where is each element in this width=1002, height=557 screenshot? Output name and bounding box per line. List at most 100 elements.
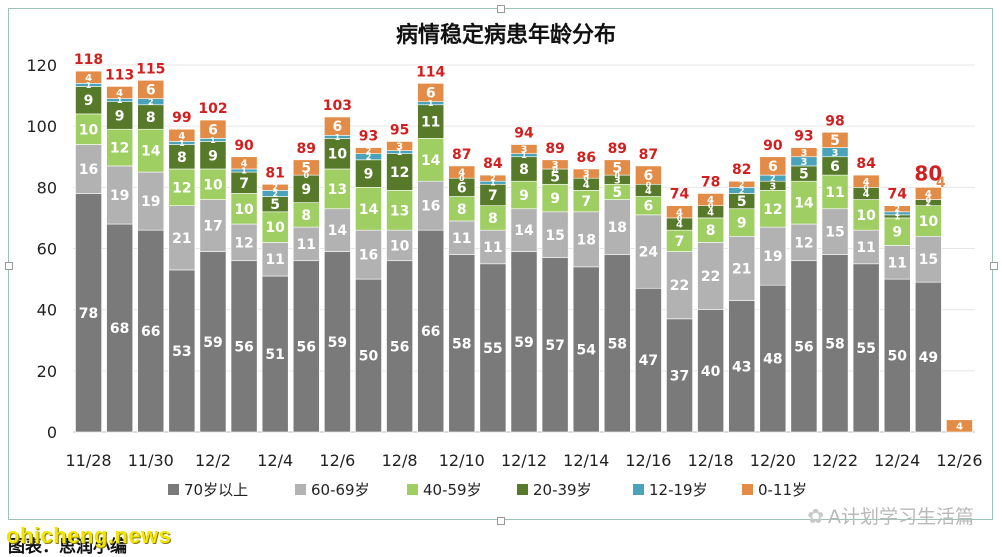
bar-segment [75,86,102,115]
total-label: 114 [416,64,445,80]
segment-label: 12 [234,235,253,251]
segment-label: 2 [490,174,496,183]
bar-segment [230,223,258,262]
segment-label: 14 [141,144,161,160]
segment-label: 9 [737,216,747,232]
x-tick-label: 12/4 [257,451,293,470]
segment-label: 4 [178,131,185,142]
resize-handle-left[interactable] [5,262,13,270]
segment-label: 11 [421,115,440,131]
total-label: 90 [763,138,783,154]
resize-handle-top[interactable] [497,5,505,13]
segment-label: 2 [739,186,745,195]
segment-label: 10 [328,147,348,163]
bar-segment [603,254,631,433]
bar-segment [261,242,289,277]
segment-label: 4 [956,421,963,432]
bar-segment [479,263,507,433]
segment-label: 1 [894,209,900,218]
segment-label: 11 [483,240,502,256]
segment-label: 1 [428,99,434,108]
segment-label: 47 [639,353,658,369]
segment-label: 3 [769,181,776,192]
bar-segment [292,159,320,176]
segment-label: 1 [335,133,341,142]
segment-label: 0 [926,196,932,205]
segment-label: 12 [110,141,129,157]
total-label: 102 [198,101,227,117]
segment-label: 58 [452,336,471,352]
segment-label: 12 [172,180,191,196]
segment-label: 7 [675,234,685,250]
segment-label: 2 [894,205,900,214]
bar-segment [168,168,196,206]
segment-label: 18 [608,220,627,236]
segment-label: 3 [583,169,590,180]
bar-segment [635,214,662,289]
segment-label: 0 [583,174,589,183]
segment-label: 10 [919,214,939,230]
segment-label: 18 [576,232,595,248]
segment-label: 55 [856,341,875,357]
bar-segment [697,193,724,206]
bar-segment [292,174,320,203]
segment-label: 59 [203,335,222,351]
bar-segment [603,159,631,176]
segment-label: 6 [426,86,436,102]
bar-segment [914,281,942,433]
segment-label: 11 [452,231,471,247]
segment-label: 2 [739,180,745,189]
x-tick-label: 12/8 [382,451,418,470]
segment-label: 10 [79,122,99,138]
segment-label: 3 [800,148,807,159]
bar-segment [324,116,351,136]
total-label: 87 [639,147,658,163]
segment-label: 19 [763,249,782,265]
bar-segment [386,190,413,231]
bar-segment [292,226,320,262]
segment-label: 21 [172,231,191,247]
bar-segment [728,300,756,433]
segment-label: 56 [390,339,409,355]
bar-segment [759,156,787,176]
bar-segment [199,141,227,170]
x-tick-label: 12/18 [688,451,734,470]
segment-label: 1 [490,179,496,188]
bar-segment [852,229,880,265]
bar-segment [261,183,289,191]
segment-label: 37 [670,368,689,384]
segment-label: 14 [514,223,534,239]
resize-handle-bottom[interactable] [497,517,505,525]
bar-segment [479,174,507,182]
legend-swatch [295,484,306,495]
bars [75,70,973,433]
bar-segment [448,165,476,179]
resize-handle-right[interactable] [990,262,998,270]
segment-label: 10 [234,202,254,218]
segment-label: 9 [115,109,125,125]
bar-segment [852,199,880,231]
segment-label: 14 [794,196,814,212]
segment-label: 6 [644,168,654,184]
bar-segment [572,211,600,268]
bar-segment [199,168,227,200]
bar-segment [479,229,507,265]
segment-label: 8 [301,208,311,224]
segment-label: 5 [737,194,747,210]
bar-segment [790,223,818,262]
segment-label: 58 [825,336,844,352]
segment-label: 56 [234,339,253,355]
x-tick-label: 12/10 [439,451,485,470]
bar-segment [417,229,445,433]
watermark-right-text: A计划学习生活篇 [828,506,974,528]
bar-segment [883,245,911,280]
segment-label: 0 [863,183,869,192]
legend-swatch [168,484,179,495]
total-label: 74 [670,187,690,203]
bar-segment [230,260,258,433]
segment-label: 15 [919,252,938,268]
total-label: 113 [105,67,134,83]
x-tick-label: 12/20 [750,451,796,470]
segment-label: 7 [488,188,498,204]
